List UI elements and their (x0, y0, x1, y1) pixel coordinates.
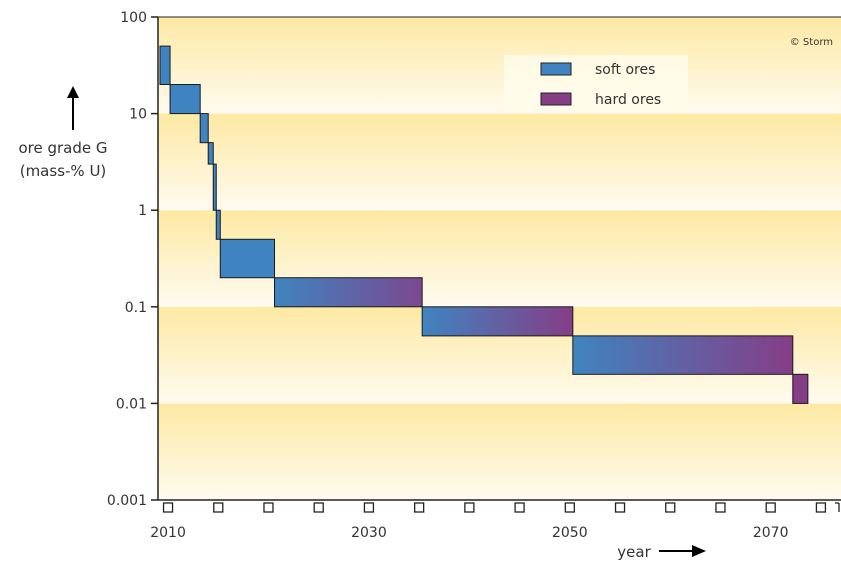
x-tick-mark (413, 502, 425, 513)
ore-blocks (159, 45, 809, 404)
background-band (158, 113, 841, 211)
legend-label-hard-ores: hard ores (595, 92, 661, 108)
ore-block (215, 209, 221, 240)
legend-label-soft-ores: soft ores (595, 62, 655, 78)
x-tick-mark (614, 502, 626, 513)
y-tick-label: 0.001 (107, 493, 147, 509)
ore-block (212, 163, 217, 211)
x-tick-mark (815, 502, 827, 513)
x-axis-label: year (617, 543, 651, 561)
legend-swatch-hard-ores (540, 92, 572, 106)
x-tick-mark (464, 502, 475, 513)
x-tick-mark (263, 502, 274, 513)
y-axis-unit: (mass-% U) (20, 162, 107, 180)
ore-block (274, 277, 423, 308)
axes (157, 16, 841, 501)
x-tick-mark (514, 502, 525, 513)
y-tick-label: 100 (120, 10, 147, 26)
x-ticks: 2010 2030 2050 2070 (150, 502, 840, 541)
x-tick-label: 2050 (552, 525, 588, 541)
ore-block (792, 373, 809, 404)
x-tick-mark (313, 502, 324, 513)
x-tick-mark (564, 502, 575, 513)
y-axis-arrow (67, 86, 79, 130)
credit-text: © Storm (790, 37, 833, 48)
background-band (158, 17, 841, 114)
y-tick-label: 1 (138, 203, 147, 219)
y-tick-label: 10 (129, 107, 147, 123)
legend-background (504, 55, 688, 110)
x-tick-label: 2010 (150, 525, 186, 541)
x-tick-mark (162, 502, 174, 513)
x-tick-mark (765, 502, 776, 513)
x-tick-label: 2030 (351, 525, 387, 541)
x-tick-mark (715, 502, 726, 513)
y-ticks: 0.001 0.01 0.1 1 10 100 (107, 10, 158, 509)
y-tick-label: 0.1 (125, 300, 147, 316)
legend: soft ores hard ores (504, 55, 688, 110)
ore-block (572, 335, 794, 375)
ore-block (219, 238, 276, 279)
x-tick-mark (213, 502, 224, 513)
ore-block (159, 45, 171, 86)
background-band (158, 403, 841, 500)
y-axis-label: ore grade G (18, 139, 107, 157)
x-tick-mark (363, 502, 375, 513)
x-tick-label: 2070 (753, 525, 789, 541)
legend-swatch-soft-ores (540, 62, 572, 76)
ore-block (421, 306, 574, 337)
y-tick-label: 0.01 (116, 396, 147, 412)
x-tick-mark (665, 502, 676, 513)
ore-block (199, 113, 209, 144)
ore-block (169, 84, 201, 115)
x-axis-arrow (659, 545, 706, 557)
ore-block (207, 142, 214, 165)
